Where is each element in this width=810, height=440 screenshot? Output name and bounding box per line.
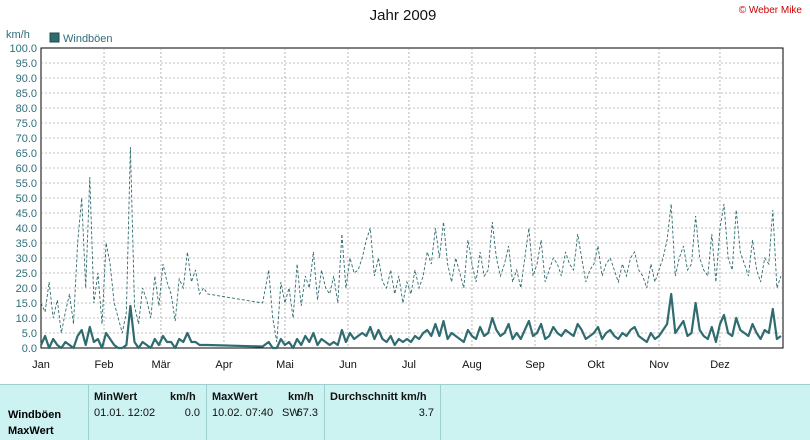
- x-tick-label: Apr: [215, 359, 232, 371]
- stats-separator: [440, 385, 441, 440]
- stats-avg-header: Durchschnitt km/h: [330, 391, 427, 403]
- y-tick-label: 80.0: [16, 103, 37, 115]
- stats-row-label-1: Windböen: [8, 409, 62, 421]
- stats-min-value: 0.0: [184, 407, 200, 419]
- series-line-1: [39, 292, 782, 350]
- y-tick-label: 50.0: [16, 193, 37, 205]
- stats-separator: [88, 385, 89, 440]
- stats-max-value: 67.3: [296, 407, 318, 419]
- x-tick-label: Jan: [32, 359, 50, 371]
- chart: Jahr 2009 © Weber Mike km/h Windböen 0.0…: [6, 5, 803, 371]
- x-tick-label: Feb: [95, 359, 114, 371]
- x-tick-label: Mär: [151, 359, 170, 371]
- y-tick-label: 0.0: [22, 343, 37, 355]
- x-axis-ticks: Jan Feb Mär Apr Mai Jun Jul Aug Sep Okt Nov Dez: [32, 359, 730, 371]
- y-axis-unit: km/h: [6, 29, 30, 41]
- y-tick-label: 100.0: [9, 43, 37, 55]
- stats-separator: [324, 385, 325, 440]
- x-tick-label: Jul: [402, 359, 416, 371]
- y-tick-label: 30.0: [16, 253, 37, 265]
- chart-title: Jahr 2009: [370, 7, 437, 24]
- stats-max-cell: MaxWert km/h 10.02. 07:40 SW 67.3: [206, 385, 324, 440]
- x-tick-label: Sep: [525, 359, 545, 371]
- series-layer: [39, 146, 782, 350]
- legend-label: Windböen: [63, 33, 113, 45]
- stats-max-direction: SW: [282, 407, 300, 419]
- x-tick-label: Okt: [587, 359, 604, 371]
- stats-min-cell: MinWert km/h 01.01. 12:02 0.0: [88, 385, 206, 440]
- stats-min-header: MinWert: [94, 391, 138, 403]
- stats-avg-value: 3.7: [418, 407, 434, 419]
- stats-row-labels: Windböen MaxWert: [8, 407, 61, 439]
- stats-min-unit: km/h: [170, 391, 196, 403]
- stats-avg-cell: Durchschnitt km/h 3.7: [324, 385, 440, 440]
- y-tick-label: 40.0: [16, 223, 37, 235]
- stats-max-datetime: 10.02. 07:40: [212, 407, 274, 419]
- y-tick-label: 85.0: [16, 88, 37, 100]
- y-tick-label: 45.0: [16, 208, 37, 220]
- x-tick-label: Mai: [276, 359, 294, 371]
- stats-separator: [206, 385, 207, 440]
- y-tick-label: 60.0: [16, 163, 37, 175]
- x-tick-label: Jun: [339, 359, 357, 371]
- x-tick-label: Dez: [710, 359, 730, 371]
- stats-max-header: MaxWert: [212, 391, 258, 403]
- y-tick-label: 75.0: [16, 118, 37, 130]
- grid-lines: [41, 48, 783, 348]
- stats-max-unit: km/h: [288, 391, 314, 403]
- y-tick-label: 25.0: [16, 268, 37, 280]
- x-tick-label: Nov: [649, 359, 669, 371]
- y-tick-label: 5.0: [22, 328, 37, 340]
- y-tick-label: 55.0: [16, 178, 37, 190]
- y-axis-ticks: 0.0 5.0 10.0 15.0 20.0 25.0 30.0 35.0 40.0 45.0 50…: [9, 43, 37, 355]
- y-tick-label: 95.0: [16, 58, 37, 70]
- stats-panel: Windböen MaxWert MinWert km/h 01.01. 12:…: [0, 384, 810, 440]
- y-tick-label: 65.0: [16, 148, 37, 160]
- plot-area: [40, 47, 784, 349]
- y-tick-label: 70.0: [16, 133, 37, 145]
- y-tick-label: 15.0: [16, 298, 37, 310]
- series-line-0: [40, 146, 782, 343]
- stats-row-label-2: MaxWert: [8, 425, 54, 437]
- legend-swatch: [49, 32, 60, 43]
- y-tick-label: 10.0: [16, 313, 37, 325]
- stats-min-datetime: 01.01. 12:02: [94, 407, 156, 419]
- x-tick-label: Aug: [462, 359, 482, 371]
- y-tick-label: 90.0: [16, 73, 37, 85]
- y-tick-label: 20.0: [16, 283, 37, 295]
- copyright-text: © Weber Mike: [739, 5, 803, 16]
- y-tick-label: 35.0: [16, 238, 37, 250]
